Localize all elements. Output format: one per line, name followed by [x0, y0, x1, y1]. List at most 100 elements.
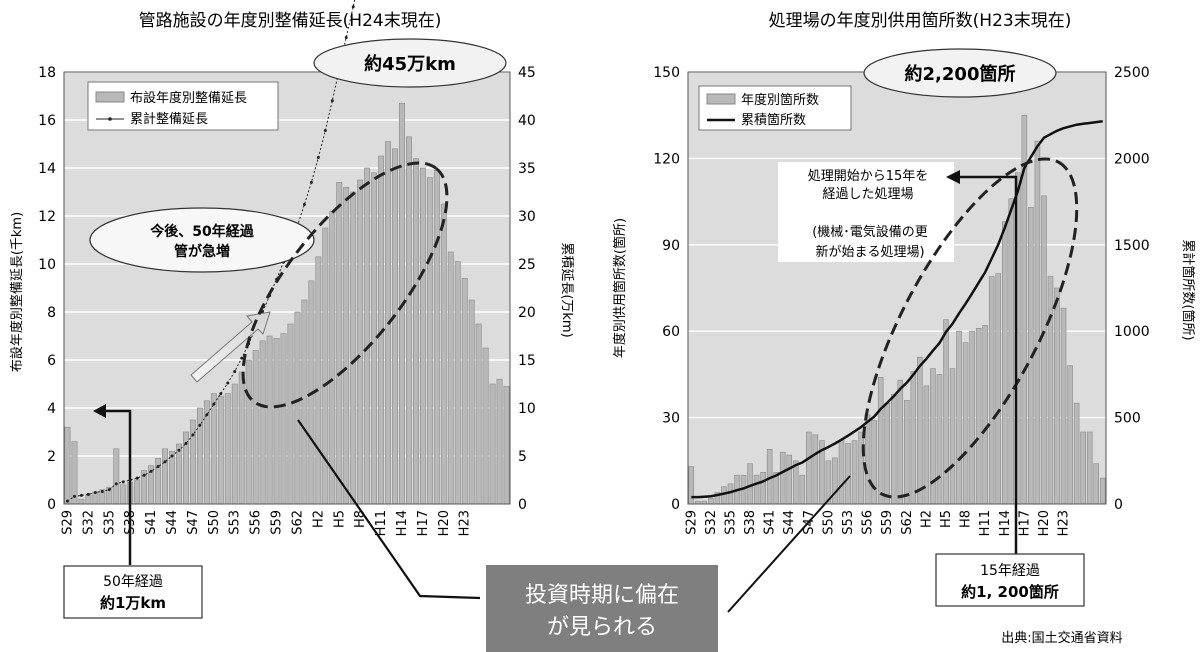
right-x-tick-label: H11	[978, 510, 993, 536]
left-x-tick-label: S47	[186, 510, 201, 535]
left-legend-line-marker	[108, 117, 112, 121]
right-bar	[747, 463, 753, 505]
left-bar	[280, 333, 287, 505]
right-x-tick-label: S38	[743, 510, 758, 535]
left-y-tick-label: 4	[47, 401, 56, 417]
left-x-tick-label: S32	[81, 510, 96, 535]
right-bar	[688, 466, 695, 505]
right-15yr-box	[935, 553, 1085, 607]
right-y-tick-label: 60	[662, 324, 680, 340]
left-bar	[489, 383, 496, 505]
right-bar	[779, 451, 786, 505]
right-bar	[845, 443, 851, 505]
left-bar	[440, 203, 447, 505]
left-cumulative-point	[142, 473, 146, 477]
right-bar	[917, 356, 923, 505]
right-y2-tick-label: 2500	[1114, 65, 1150, 81]
left-y2-axis-label: 累積延長(万km)	[559, 242, 574, 337]
left-cumulative-point	[177, 448, 181, 452]
right-x-tick-label: H2	[919, 510, 934, 528]
left-y-tick-label: 8	[47, 305, 56, 321]
left-y-tick-label: 2	[47, 449, 56, 465]
right-bar	[995, 273, 1002, 505]
left-cumulative-point	[184, 442, 188, 446]
right-y-tick-label: 0	[671, 497, 680, 513]
left-bar	[412, 158, 419, 505]
left-bar	[454, 261, 461, 505]
right-bar	[1047, 276, 1054, 505]
right-legend-bar-label: 年度別箇所数	[741, 92, 819, 108]
bias-callout-box	[486, 565, 718, 652]
right-bar	[858, 431, 864, 505]
left-bar	[315, 256, 322, 505]
right-x-tick-label: H8	[959, 510, 974, 528]
right-note-text-3: (機械･電気設備の更	[812, 224, 928, 240]
left-cumulative-point	[330, 99, 334, 103]
right-bar	[1041, 195, 1047, 505]
left-bar	[503, 386, 510, 505]
right-bar	[1093, 463, 1099, 505]
left-bar	[447, 251, 454, 505]
left-bar	[71, 441, 78, 505]
left-50yr-box	[63, 565, 203, 619]
left-y-tick-label: 14	[38, 161, 56, 177]
right-bar	[890, 394, 897, 505]
left-bar	[496, 378, 503, 505]
right-bar	[1067, 365, 1073, 505]
right-bar	[943, 319, 949, 505]
left-bar	[273, 338, 280, 505]
left-y2-tick-label: 40	[518, 113, 536, 129]
right-bar	[727, 483, 734, 505]
left-plot-border	[63, 71, 511, 505]
callout-leader-right	[727, 475, 851, 613]
treatment-plants-chart: 処理場の年度別供用箇所数(H23末現在) 0 30 60 90 120 150 0 500 1…	[612, 11, 1196, 607]
left-bar	[357, 179, 364, 505]
left-cumulative-point	[302, 202, 306, 206]
left-y2-tick-label: 5	[518, 449, 527, 465]
left-y-tick-label: 18	[38, 65, 56, 81]
left-y-tick-label: 6	[47, 353, 56, 369]
left-bar	[301, 299, 308, 505]
left-increase-arrow	[190, 311, 271, 383]
left-y-tick-label: 12	[38, 209, 56, 225]
left-legend-box	[87, 81, 279, 131]
right-bar	[1073, 402, 1080, 505]
left-bar	[252, 350, 259, 505]
left-x-tick-label: S62	[291, 510, 306, 535]
left-y-tick-label: 10	[38, 257, 56, 273]
left-x-tick-label: S59	[270, 510, 285, 535]
right-bar	[1034, 140, 1041, 505]
right-bar	[936, 374, 943, 505]
left-chart-title: 管路施設の年度別整備延長(H24末現在)	[139, 11, 442, 31]
left-bar	[64, 426, 71, 505]
right-bar	[897, 379, 904, 505]
left-x-tick-label: H17	[416, 510, 431, 536]
right-bar	[1060, 307, 1067, 505]
left-bar	[245, 359, 252, 505]
left-y2-tick-label: 25	[518, 257, 536, 273]
right-x-tick-label: H20	[1037, 510, 1052, 536]
left-bar	[392, 148, 398, 505]
left-cumulative-point	[316, 155, 320, 159]
right-bar	[969, 330, 975, 505]
left-bar	[336, 182, 343, 505]
left-cumulative-point	[100, 490, 104, 494]
right-x-tick-label: S32	[704, 510, 719, 535]
right-x-tick-label: S50	[821, 510, 836, 535]
left-cumulative-point	[72, 494, 76, 498]
left-bar	[482, 347, 489, 505]
left-bar	[259, 340, 266, 505]
left-bar	[475, 323, 482, 505]
left-x-tick-label: S41	[144, 510, 159, 535]
left-y-axis-label: 布設年度別整備延長(千km)	[9, 212, 25, 372]
right-bar	[1001, 221, 1008, 505]
right-cumulative-line	[691, 119, 1103, 499]
right-15yr-text-1: 15年経過	[980, 563, 1040, 579]
left-x-tick-label: H20	[437, 510, 452, 536]
left-y2-tick-label: 10	[518, 401, 536, 417]
right-note-text-4: 新が始まる処理場)	[815, 244, 924, 260]
left-bar	[231, 383, 238, 505]
left-bar	[78, 498, 85, 505]
left-y-tick-label: 0	[47, 497, 56, 513]
